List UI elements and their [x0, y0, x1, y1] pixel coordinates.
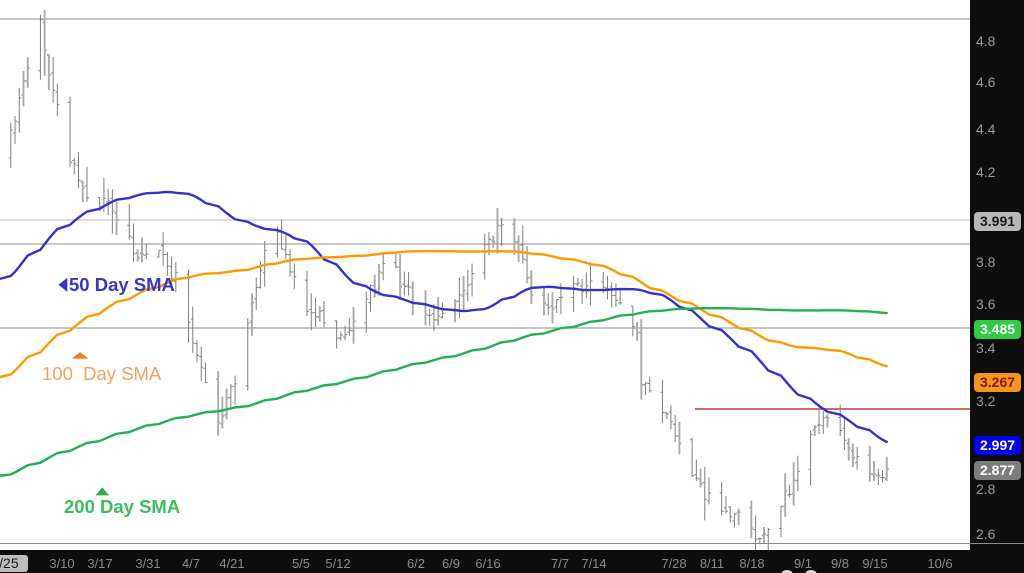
svg-text:100 Day SMA: 100 Day SMA	[42, 363, 162, 384]
svg-text:50 Day SMA: 50 Day SMA	[69, 274, 175, 295]
svg-text:200 Day SMA: 200 Day SMA	[64, 496, 180, 517]
